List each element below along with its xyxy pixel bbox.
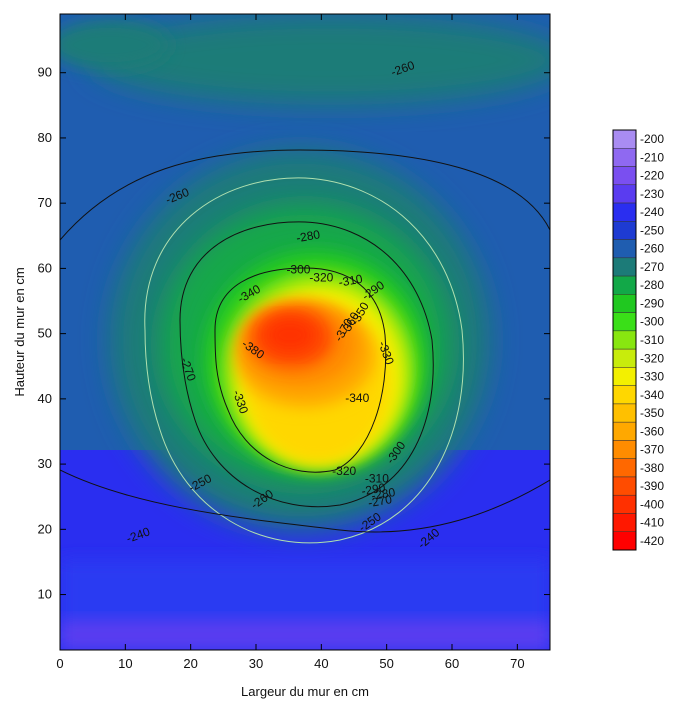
y-tick-label: 20 [38,521,52,536]
legend-swatch [612,221,637,240]
legend-swatch [612,421,637,441]
legend-label: -410 [640,516,664,530]
legend-swatch [612,275,637,295]
x-tick-label: 40 [314,656,328,671]
band-core [264,317,316,353]
contour-label: -310 [365,471,389,485]
legend-label: -280 [640,278,664,292]
band-top-mid [90,15,550,105]
legend-swatch [612,239,637,259]
legend-swatch [612,166,637,186]
legend-swatch [612,330,637,350]
legend-swatch [612,202,637,222]
legend-label: -370 [640,443,664,457]
contour-label: -320 [309,270,333,284]
y-tick-label: 50 [38,326,52,341]
legend-label: -230 [640,187,664,201]
legend-swatch [612,476,637,496]
legend-label: -350 [640,406,664,420]
legend-swatch [612,403,637,423]
contour-line-250 [60,469,550,533]
plot-frame [59,13,551,651]
x-tick-label: 60 [445,656,459,671]
legend-label: -250 [640,223,664,237]
contour-label: -280 [295,227,321,245]
legend-frame [612,129,637,551]
contour-label: -290 [360,480,386,498]
contour-line-280 [144,177,464,544]
x-tick-label: 0 [56,656,63,671]
legend-label: -300 [640,315,664,329]
y-tick-label: 40 [38,391,52,406]
legend-swatch [612,129,637,149]
contour-line-260 [60,149,550,241]
color-legend: -200 -210 -220 -230 -240 -250 -260 -270 -280 -290… [612,129,664,551]
legend-label: -310 [640,333,664,347]
legend-label: -360 [640,424,664,438]
legend-swatch [612,458,637,478]
contour-label: -300 [286,263,310,277]
legend-swatch [612,513,637,532]
legend-label: -420 [640,534,664,548]
x-axis-title: Largeur du mur en cm [241,684,369,699]
y-tick-label: 90 [38,65,52,80]
legend-swatch [612,494,637,514]
y-axis: 10 20 30 40 50 60 70 80 90 [38,65,550,602]
x-tick-label: 10 [118,656,132,671]
x-tick-label: 50 [379,656,393,671]
y-tick-label: 60 [38,260,52,275]
contour-label: -310 [338,272,364,290]
band-top-left [60,20,170,70]
legend-label: -400 [640,497,664,511]
legend-swatch [612,367,637,386]
legend-swatch [612,531,637,551]
legend-label: -390 [640,479,664,493]
y-tick-label: 70 [38,195,52,210]
plot-area [60,14,550,650]
legend-swatch [612,312,637,332]
legend-swatch [612,294,637,313]
legend-swatch [612,385,637,405]
legend-label: -330 [640,370,664,384]
contour-label: -320 [332,464,356,478]
y-tick-label: 10 [38,587,52,602]
legend-label: -270 [640,260,664,274]
legend-swatch [612,257,637,277]
band-floor [60,620,550,650]
x-tick-label: 30 [249,656,263,671]
legend-label: -260 [640,242,664,256]
contour-line-300 [179,221,434,508]
legend-label: -340 [640,388,664,402]
legend-swatch [612,184,637,204]
legend-label: -290 [640,296,664,310]
legend-swatch [612,440,637,459]
contour-line-340 [214,267,387,473]
x-axis: 0 10 20 30 40 50 60 70 [56,14,525,671]
legend-label: -240 [640,205,664,219]
contour-label: -340 [345,391,369,405]
x-tick-label: 70 [510,656,524,671]
legend-label: -200 [640,132,664,146]
y-axis-title: Hauteur du mur en cm [12,267,27,396]
legend-label: -220 [640,169,664,183]
contour-label: -280 [370,485,396,503]
x-tick-label: 20 [183,656,197,671]
y-tick-label: 30 [38,456,52,471]
legend-label: -380 [640,461,664,475]
y-tick-label: 80 [38,130,52,145]
field-bands [60,15,550,650]
legend-label: -320 [640,351,664,365]
legend-swatch [612,348,637,368]
legend-swatch [612,148,637,167]
contour-label: -270 [367,492,393,510]
contour-lines [60,149,550,544]
legend-label: -210 [640,150,664,164]
